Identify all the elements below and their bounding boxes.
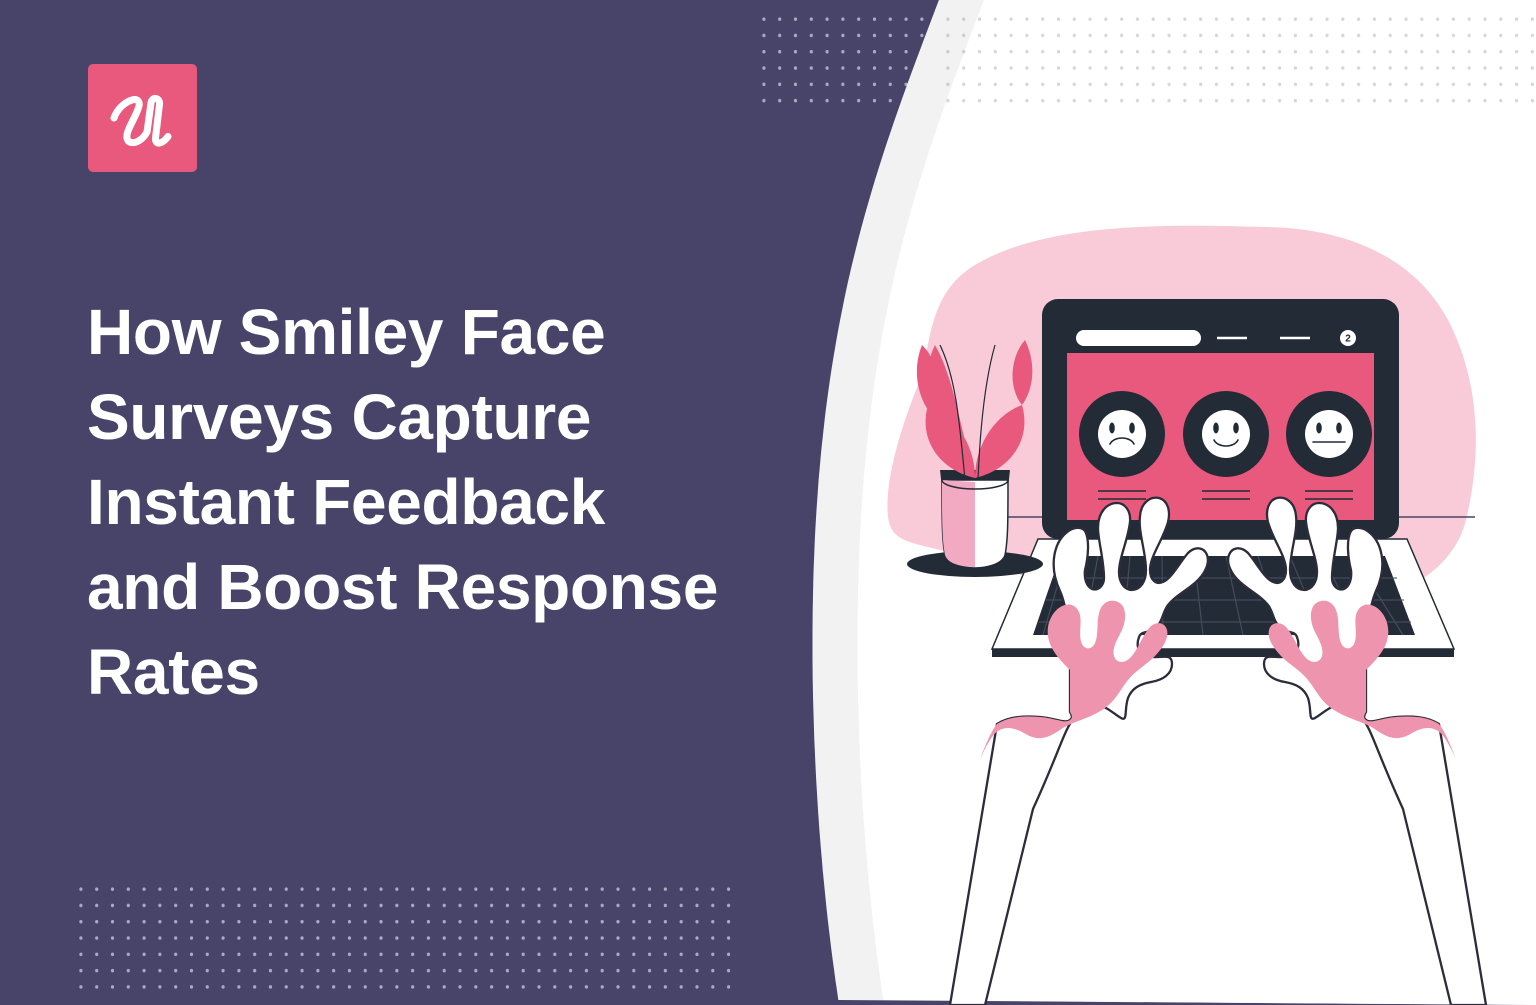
svg-text:2: 2 (1345, 334, 1351, 345)
